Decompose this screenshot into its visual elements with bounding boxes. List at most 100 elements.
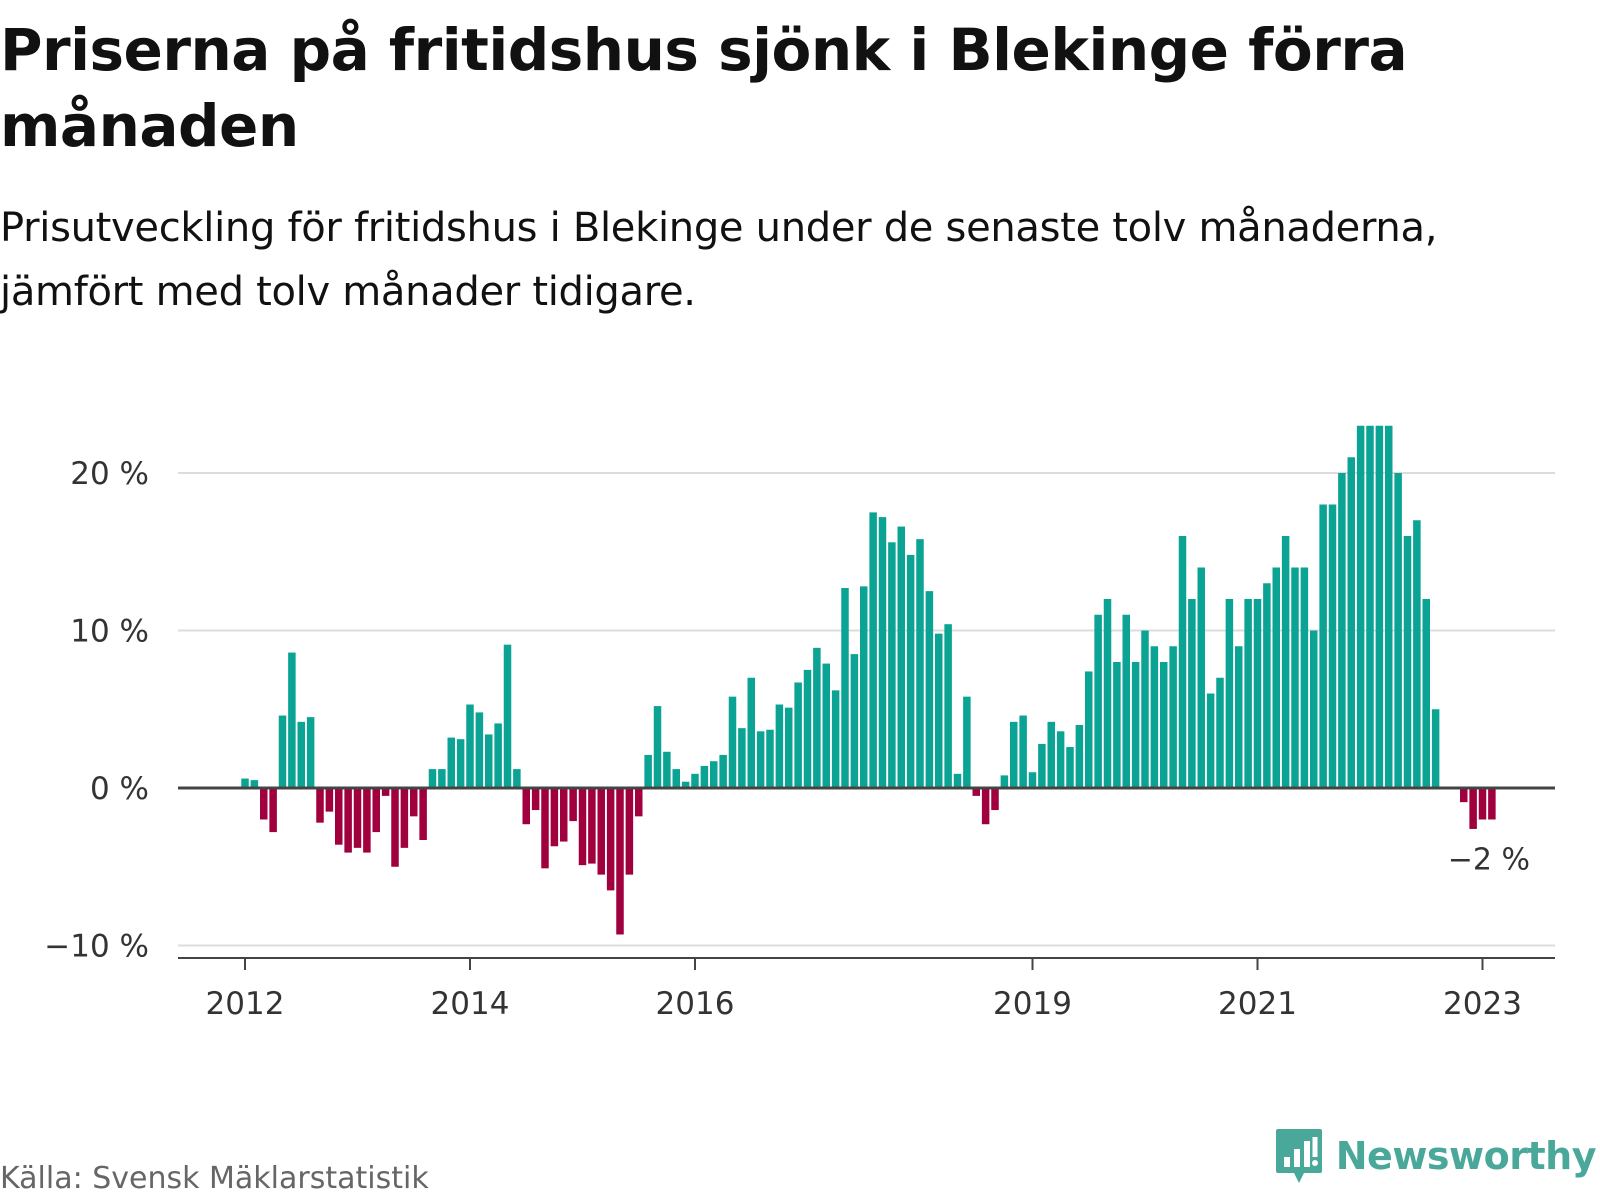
bar [991, 788, 999, 811]
bar [1122, 614, 1130, 788]
bar [1066, 747, 1074, 788]
bar [1469, 788, 1477, 829]
bar [569, 788, 577, 822]
x-axis: 2012 2014 2016 2019 2021 2023 [206, 958, 1522, 1022]
bar [1488, 788, 1496, 820]
bar [316, 788, 324, 823]
x-tick-label: 2021 [1218, 986, 1297, 1022]
bar [269, 788, 277, 833]
bar [541, 788, 549, 869]
bar [906, 554, 915, 788]
bar [250, 780, 259, 789]
bar [513, 769, 521, 788]
bar [1141, 630, 1149, 788]
bar [953, 773, 962, 788]
bar [1216, 677, 1224, 788]
bar [335, 788, 343, 845]
source-note: Källa: Svensk Mäklarstatistik [0, 1161, 429, 1196]
bar [410, 788, 418, 817]
bar [850, 654, 859, 789]
bar [672, 769, 680, 788]
bar [1019, 715, 1027, 788]
bar [1028, 772, 1037, 788]
bar [700, 765, 709, 788]
x-tick-label: 2012 [206, 986, 285, 1022]
bar [550, 788, 559, 847]
bar [1038, 743, 1046, 788]
bar [560, 788, 568, 842]
bar [644, 754, 652, 788]
bar [1010, 721, 1018, 788]
bar [260, 788, 268, 820]
bar [1047, 721, 1055, 788]
brand-logo: Newsworthy [1274, 1126, 1597, 1186]
bar [681, 781, 690, 788]
bar [485, 734, 493, 788]
bar [438, 769, 446, 788]
bar [1291, 567, 1299, 788]
bar [1235, 646, 1243, 788]
bar-series [241, 425, 1496, 935]
bar [1075, 725, 1084, 788]
bar [1056, 731, 1065, 788]
bar [1169, 646, 1177, 788]
bar [925, 591, 934, 789]
bar [878, 517, 887, 788]
bar [400, 788, 409, 848]
bar [691, 773, 699, 788]
x-tick-label: 2016 [656, 986, 735, 1022]
y-tick-label: 10 % [70, 614, 149, 650]
bar [1113, 662, 1121, 788]
bar [1225, 599, 1234, 788]
bar [747, 677, 755, 788]
bar [653, 706, 662, 788]
bar [888, 542, 896, 788]
bar [606, 788, 615, 891]
bar [1300, 567, 1309, 788]
bar [344, 788, 352, 853]
bar [428, 769, 437, 788]
bar [475, 712, 484, 788]
bar [1206, 693, 1215, 788]
bar [372, 788, 380, 833]
bar [785, 707, 793, 788]
bar [1422, 599, 1430, 788]
bar [306, 717, 315, 789]
bar [1094, 614, 1102, 788]
x-tick-label: 2023 [1443, 986, 1522, 1022]
bar [381, 788, 390, 796]
bar [578, 788, 587, 866]
bar [278, 715, 287, 788]
bar [625, 788, 634, 875]
bar [916, 539, 924, 788]
bar [869, 512, 877, 789]
bar [719, 754, 727, 788]
bar [1478, 788, 1487, 820]
bar [1103, 599, 1112, 788]
bar [794, 682, 802, 788]
bar [531, 788, 540, 811]
bar [1403, 536, 1412, 788]
bar [1347, 457, 1355, 788]
bar [1310, 630, 1318, 788]
bar [1000, 775, 1009, 788]
chart-subtitle: Prisutveckling för fritidshus i Blekinge… [0, 205, 1438, 315]
bar [1460, 788, 1468, 803]
bar [1131, 662, 1140, 788]
bar [1272, 567, 1280, 788]
bar [456, 739, 465, 788]
bar [1319, 504, 1327, 788]
bar [897, 526, 905, 788]
bar [663, 751, 671, 788]
bar [325, 788, 334, 812]
y-axis: −10 % 0 % 10 % 20 % [44, 456, 149, 965]
bar [1244, 599, 1252, 788]
bar [710, 761, 718, 788]
bar [288, 652, 296, 788]
bar [1356, 425, 1365, 788]
bar [1188, 599, 1196, 788]
bar [353, 788, 362, 848]
x-tick-label: 2019 [993, 986, 1072, 1022]
bar [1338, 473, 1346, 788]
